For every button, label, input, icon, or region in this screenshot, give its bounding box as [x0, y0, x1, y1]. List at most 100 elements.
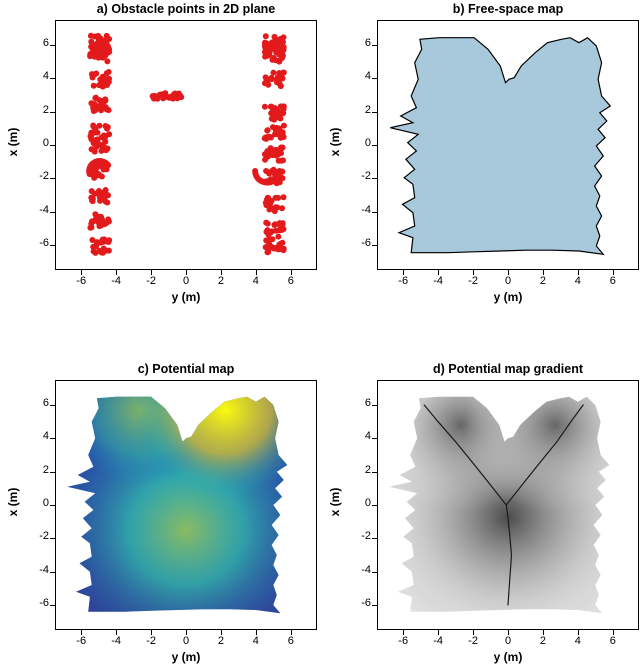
xtick-label: -6: [388, 635, 418, 647]
ytick-mark: [372, 112, 377, 113]
xtick-label: 4: [563, 275, 593, 287]
ytick-mark: [372, 245, 377, 246]
xtick-label: -4: [423, 635, 453, 647]
ytick-label: 0: [23, 497, 49, 509]
panel_c-panel: c) Potential map-6-4-20246-6-4-20246y (m…: [55, 380, 317, 630]
xtick-label: -4: [101, 635, 131, 647]
ytick-mark: [372, 605, 377, 606]
panel_d-plot-area: [377, 380, 639, 630]
panel_b-xlabel: y (m): [377, 290, 639, 304]
ytick-label: 4: [345, 430, 371, 442]
ytick-label: 2: [345, 464, 371, 476]
ytick-label: -4: [345, 204, 371, 216]
ytick-mark: [372, 145, 377, 146]
ytick-label: -2: [23, 170, 49, 182]
ytick-label: -4: [23, 564, 49, 576]
ytick-label: 6: [345, 397, 371, 409]
xtick-label: -6: [66, 635, 96, 647]
xtick-label: 0: [171, 275, 201, 287]
xtick-label: 4: [241, 635, 271, 647]
ytick-label: 2: [345, 104, 371, 116]
obstacle-scatter: [56, 21, 317, 270]
ytick-mark: [50, 78, 55, 79]
ytick-label: 4: [345, 70, 371, 82]
ytick-label: 6: [23, 37, 49, 49]
xtick-label: 2: [206, 635, 236, 647]
ytick-mark: [372, 572, 377, 573]
ytick-mark: [50, 505, 55, 506]
ytick-label: -4: [23, 204, 49, 216]
ytick-label: 0: [23, 137, 49, 149]
ytick-mark: [50, 605, 55, 606]
ytick-label: 0: [345, 497, 371, 509]
ytick-mark: [50, 245, 55, 246]
panel_b-plot-area: [377, 20, 639, 270]
potential-map: [55, 380, 317, 630]
ytick-label: -6: [345, 237, 371, 249]
ytick-mark: [372, 505, 377, 506]
xtick-label: -2: [136, 275, 166, 287]
ytick-mark: [372, 538, 377, 539]
ytick-label: -2: [345, 170, 371, 182]
xtick-label: 2: [528, 635, 558, 647]
ytick-label: 2: [23, 104, 49, 116]
panel_a-plot-area: [55, 20, 317, 270]
ytick-label: 6: [23, 397, 49, 409]
panel_b-panel: b) Free-space map-6-4-20246-6-4-20246y (…: [377, 20, 639, 270]
panel_d-ylabel: x (m): [328, 377, 342, 627]
xtick-label: -6: [388, 275, 418, 287]
panel_b-title: b) Free-space map: [377, 2, 639, 16]
xtick-label: -2: [136, 635, 166, 647]
xtick-label: 6: [276, 635, 306, 647]
ytick-label: 4: [23, 70, 49, 82]
panel_a-title: a) Obstacle points in 2D plane: [55, 2, 317, 16]
ytick-mark: [372, 212, 377, 213]
xtick-label: 4: [241, 275, 271, 287]
panel_c-xlabel: y (m): [55, 650, 317, 664]
xtick-label: 0: [171, 635, 201, 647]
ytick-mark: [50, 572, 55, 573]
ytick-mark: [50, 112, 55, 113]
xtick-label: 6: [276, 275, 306, 287]
panel_d-panel: d) Potential map gradient-6-4-20246-6-4-…: [377, 380, 639, 630]
xtick-label: -2: [458, 275, 488, 287]
ytick-label: 4: [23, 430, 49, 442]
xtick-label: 0: [493, 275, 523, 287]
ytick-mark: [50, 405, 55, 406]
ytick-label: -6: [23, 237, 49, 249]
xtick-label: -4: [423, 275, 453, 287]
potential-gradient-map: [377, 380, 639, 630]
ytick-mark: [372, 405, 377, 406]
figure-root: a) Obstacle points in 2D plane-6-4-20246…: [0, 0, 640, 668]
ytick-mark: [372, 78, 377, 79]
ytick-label: -2: [23, 530, 49, 542]
panel_c-ylabel: x (m): [6, 377, 20, 627]
panel_d-xlabel: y (m): [377, 650, 639, 664]
ytick-label: 6: [345, 37, 371, 49]
ytick-label: 0: [345, 137, 371, 149]
ytick-label: -6: [345, 597, 371, 609]
ytick-label: -6: [23, 597, 49, 609]
xtick-label: 2: [528, 275, 558, 287]
ytick-label: 2: [23, 464, 49, 476]
ytick-mark: [50, 178, 55, 179]
panel_a-xlabel: y (m): [55, 290, 317, 304]
panel_a-ylabel: x (m): [6, 17, 20, 267]
panel_b-ylabel: x (m): [328, 17, 342, 267]
free-space-polygon: [378, 21, 639, 270]
xtick-label: 2: [206, 275, 236, 287]
ytick-mark: [372, 45, 377, 46]
panel_c-plot-area: [55, 380, 317, 630]
ytick-mark: [50, 438, 55, 439]
xtick-label: -4: [101, 275, 131, 287]
panel_c-title: c) Potential map: [55, 362, 317, 376]
ytick-mark: [50, 145, 55, 146]
ytick-mark: [372, 472, 377, 473]
xtick-label: -6: [66, 275, 96, 287]
panel_a-panel: a) Obstacle points in 2D plane-6-4-20246…: [55, 20, 317, 270]
xtick-label: 0: [493, 635, 523, 647]
xtick-label: 6: [598, 635, 628, 647]
xtick-label: -2: [458, 635, 488, 647]
ytick-mark: [50, 538, 55, 539]
ytick-mark: [50, 472, 55, 473]
